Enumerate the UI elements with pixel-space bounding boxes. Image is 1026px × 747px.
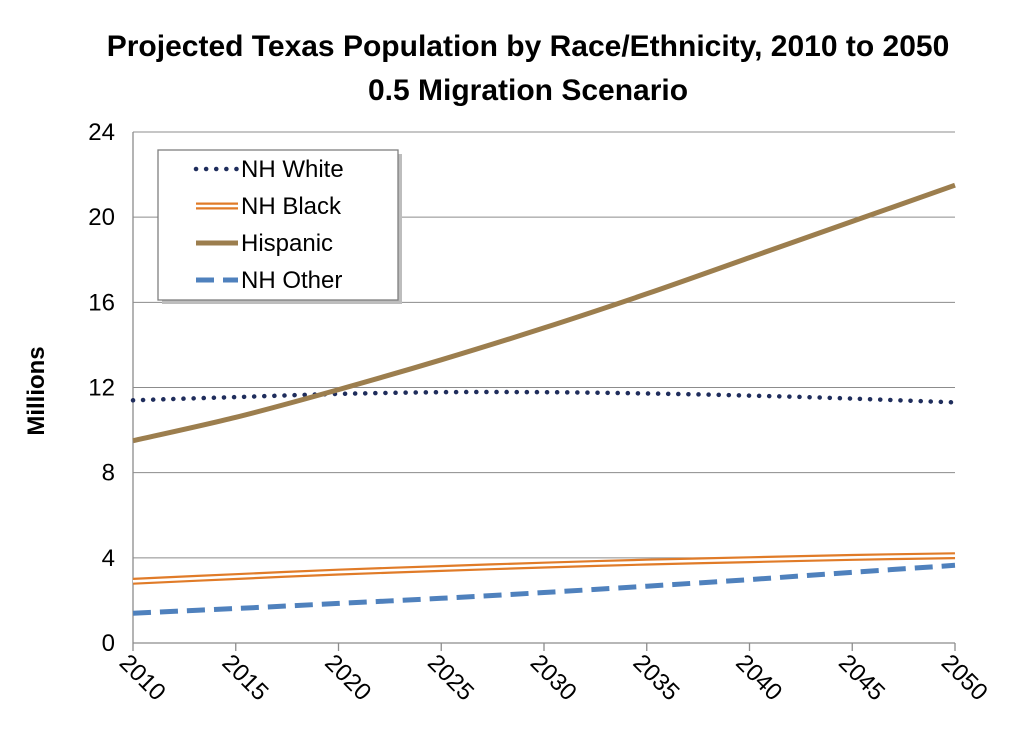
x-tick-label: 2050	[936, 649, 993, 706]
x-tick-label: 2025	[422, 649, 479, 706]
y-tick-label: 8	[102, 460, 115, 487]
series-line-hispanic	[132, 182, 956, 444]
y-axis-title: Millions	[23, 346, 50, 435]
chart-subtitle: 0.5 Migration Scenario	[368, 74, 688, 107]
x-tick-label: 2045	[833, 649, 890, 706]
legend-label: Hispanic	[241, 230, 333, 257]
x-tick-label: 2015	[217, 649, 274, 706]
series-line-nh-black	[132, 552, 956, 585]
series-line-nh-other	[132, 562, 956, 616]
x-tick-label: 2040	[730, 649, 787, 706]
y-tick-label: 4	[102, 545, 115, 572]
legend-label: NH Other	[241, 267, 342, 294]
y-tick-label: 0	[102, 630, 115, 657]
legend-box	[157, 149, 399, 301]
series-line-nh-black-stroke	[132, 552, 956, 585]
series-line-hispanic-stroke	[132, 182, 956, 444]
y-tick-label: 20	[88, 204, 115, 231]
x-tick-label: 2030	[525, 649, 582, 706]
series-line-nh-white-stroke	[130, 389, 958, 405]
series-line-nh-black-inner	[132, 554, 956, 583]
x-tick-label: 2010	[114, 649, 171, 706]
y-tick-label: 16	[88, 289, 115, 316]
legend-label: NH White	[241, 156, 344, 183]
series-line-nh-other-stroke	[132, 562, 956, 616]
series-line-nh-white	[130, 389, 958, 405]
legend-label: NH Black	[241, 193, 342, 220]
chart-title: Projected Texas Population by Race/Ethni…	[107, 30, 950, 63]
x-tick-label: 2020	[319, 649, 376, 706]
series-lines	[130, 182, 958, 616]
legend: NH White NH Black Hispanic NH Other	[157, 149, 402, 304]
y-tick-label: 24	[88, 119, 115, 146]
x-tick-label: 2035	[628, 649, 685, 706]
y-tick-label: 12	[88, 375, 115, 402]
